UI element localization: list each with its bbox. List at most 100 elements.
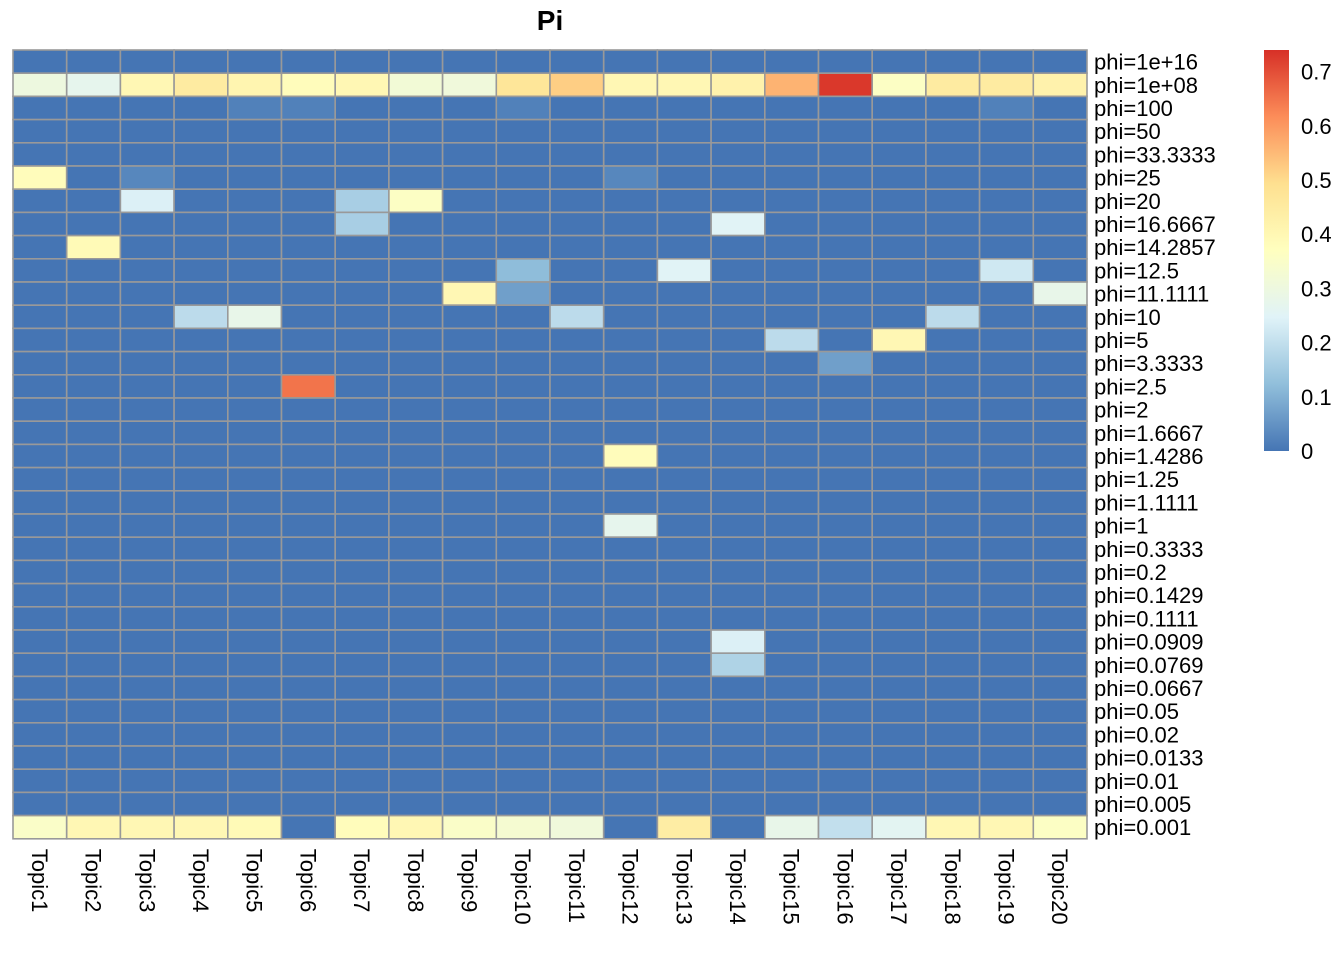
- heatmap-cell: [549, 698, 605, 724]
- row-label: phi=1e+16: [1094, 50, 1198, 75]
- heatmap-cell: [710, 142, 766, 167]
- heatmap-cell: [978, 420, 1035, 446]
- column-label: Topic12: [618, 849, 643, 925]
- heatmap-cell: [227, 675, 283, 701]
- heatmap-cell: [441, 443, 498, 469]
- heatmap-cell: [119, 118, 175, 144]
- heatmap-cell: [495, 211, 551, 237]
- heatmap-cell: [495, 768, 551, 794]
- heatmap-cell: [1032, 675, 1088, 701]
- heatmap-cell: [280, 605, 337, 631]
- heatmap-cell: [763, 768, 820, 794]
- heatmap-cell: [119, 142, 175, 167]
- heatmap-cell: [978, 142, 1035, 167]
- heatmap-cell: [227, 536, 283, 562]
- heatmap-cell: [495, 536, 551, 562]
- heatmap-cell: [602, 675, 659, 701]
- heatmap-cell: [441, 791, 498, 817]
- heatmap-cell: [280, 513, 337, 539]
- heatmap-cell: [817, 350, 874, 376]
- heatmap-cell: [817, 652, 874, 678]
- heatmap-cell: [280, 211, 337, 237]
- heatmap-cell: [334, 327, 390, 353]
- heatmap-cell: [602, 420, 659, 446]
- heatmap-cell: [710, 443, 766, 469]
- heatmap-cell: [441, 165, 498, 191]
- heatmap-cell: [280, 489, 337, 515]
- heatmap-cell: [1032, 95, 1088, 121]
- heatmap-cell: [495, 95, 551, 121]
- heatmap-cell: [119, 466, 175, 492]
- heatmap-cell: [1032, 466, 1088, 492]
- heatmap-cell: [65, 768, 122, 794]
- heatmap-cell: [65, 559, 122, 585]
- heatmap-cell: [495, 605, 551, 631]
- heatmap-cell: [602, 814, 659, 840]
- heatmap-cell: [549, 234, 605, 260]
- heatmap-cell: [65, 304, 122, 330]
- heatmap-cell: [119, 605, 175, 631]
- heatmap-cell: [710, 768, 766, 794]
- heatmap-cell: [441, 188, 498, 214]
- heatmap-cell: [334, 350, 390, 376]
- heatmap-cell: [549, 281, 605, 307]
- heatmap-cell: [65, 350, 122, 376]
- heatmap-cell: [817, 721, 874, 747]
- column-label: Topic15: [779, 849, 804, 925]
- heatmap-cell: [12, 768, 68, 794]
- row-label: phi=0.0769: [1094, 653, 1204, 678]
- heatmap-cell: [280, 165, 337, 191]
- heatmap-cell: [12, 791, 68, 817]
- heatmap-cell: [280, 675, 337, 701]
- heatmap-cell: [549, 582, 605, 608]
- heatmap-cell: [65, 118, 122, 144]
- heatmap-cell: [1032, 327, 1088, 353]
- heatmap-cell: [65, 165, 122, 191]
- heatmap-cell: [173, 605, 229, 631]
- heatmap-cell: [173, 49, 229, 75]
- heatmap-cell: [280, 281, 337, 307]
- heatmap-cell: [549, 513, 605, 539]
- heatmap-cell: [495, 814, 551, 840]
- scale-tick-label: 0.4: [1301, 222, 1332, 247]
- heatmap-cell: [871, 605, 927, 631]
- row-label: phi=0.0909: [1094, 630, 1204, 655]
- heatmap-cell: [227, 582, 283, 608]
- heatmap-cell: [871, 466, 927, 492]
- heatmap-cell: [978, 814, 1035, 840]
- scale-tick-label: 0.7: [1301, 60, 1332, 85]
- row-label: phi=0.001: [1094, 815, 1191, 840]
- heatmap-cell: [227, 559, 283, 585]
- heatmap-cell: [12, 721, 68, 747]
- heatmap-cell: [549, 768, 605, 794]
- heatmap-cell: [871, 536, 927, 562]
- row-label: phi=25: [1094, 166, 1161, 191]
- heatmap-cell: [549, 72, 605, 98]
- heatmap-cell: [495, 304, 551, 330]
- heatmap-cell: [119, 443, 175, 469]
- heatmap-cell: [656, 582, 712, 608]
- heatmap-cell: [1032, 234, 1088, 260]
- heatmap-cell: [227, 513, 283, 539]
- heatmap-cell: [817, 72, 874, 98]
- heatmap-cell: [334, 629, 390, 655]
- heatmap-cell: [602, 559, 659, 585]
- heatmap-cell: [280, 466, 337, 492]
- heatmap-cell: [173, 698, 229, 724]
- heatmap-cell: [978, 49, 1035, 75]
- heatmap-cell: [227, 350, 283, 376]
- heatmap-cell: [710, 675, 766, 701]
- heatmap-cell: [1032, 652, 1088, 678]
- heatmap-cell: [441, 745, 498, 771]
- heatmap-cell: [388, 466, 444, 492]
- heatmap-cell: [388, 211, 444, 237]
- heatmap-cell: [227, 814, 283, 840]
- heatmap-cell: [978, 652, 1035, 678]
- heatmap-cell: [280, 652, 337, 678]
- heatmap-cell: [817, 95, 874, 121]
- heatmap-cell: [602, 142, 659, 167]
- heatmap-cell: [495, 629, 551, 655]
- heatmap-cell: [1032, 118, 1088, 144]
- heatmap-cell: [119, 281, 175, 307]
- heatmap-cell: [978, 72, 1035, 98]
